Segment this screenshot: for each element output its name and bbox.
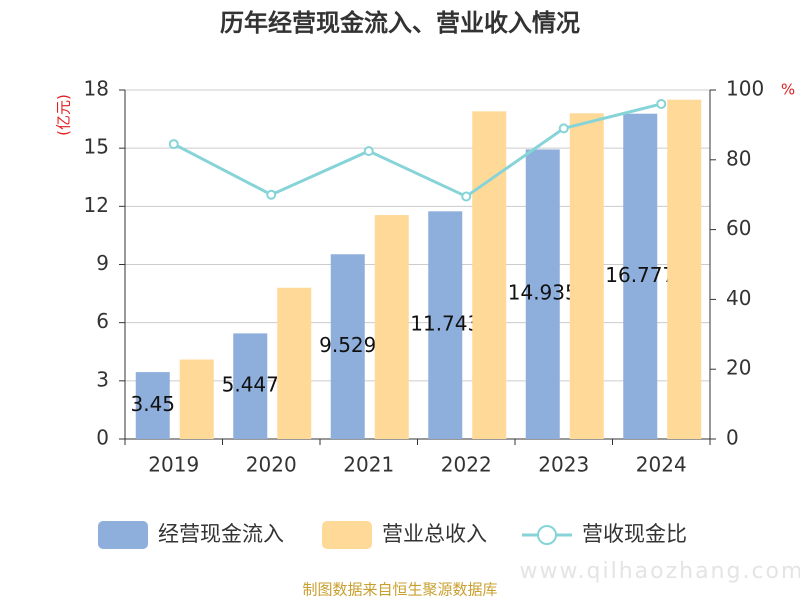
y2-tick-label: 0	[726, 426, 739, 450]
y2-axis-label: %	[781, 81, 795, 99]
data-label: 11.743	[410, 312, 480, 336]
watermark: www.qilhaozhang.com	[520, 559, 800, 584]
x-tick-label: 2022	[441, 453, 492, 477]
y-tick-label: 3	[96, 367, 109, 391]
line-point	[363, 146, 374, 157]
bar	[330, 254, 365, 439]
data-label: 9.529	[319, 333, 376, 357]
bar	[428, 211, 463, 439]
line-point	[168, 139, 179, 150]
bar	[277, 287, 312, 439]
line-point	[266, 189, 277, 200]
legend-label: 经营现金流入	[158, 522, 284, 546]
y-tick-label: 9	[96, 251, 109, 275]
line	[173, 102, 662, 199]
y-tick-label: 18	[84, 77, 109, 101]
bar	[472, 111, 507, 440]
y2-tick-label: 60	[726, 216, 751, 240]
x-tick-label: 2019	[148, 453, 199, 477]
legend-swatch	[98, 521, 148, 549]
data-label: 3.45	[130, 392, 175, 416]
line-point	[558, 123, 569, 134]
y-tick-label: 15	[84, 135, 109, 159]
bar	[135, 372, 170, 439]
legend-label: 营收现金比	[582, 522, 687, 546]
y-tick-label: 6	[96, 309, 109, 333]
x-tick-label: 2023	[538, 453, 589, 477]
y-tick-label: 12	[84, 193, 109, 217]
bar	[667, 99, 702, 439]
legend-label: 营业总收入	[382, 522, 487, 546]
x-tick-label: 2021	[343, 453, 394, 477]
legend-swatch	[322, 521, 372, 549]
y-tick-label: 0	[96, 426, 109, 450]
bar	[374, 215, 409, 439]
x-tick-label: 2020	[246, 453, 297, 477]
bar	[623, 113, 658, 439]
data-label: 16.777	[605, 263, 675, 287]
bar	[233, 333, 268, 439]
bar	[525, 149, 560, 439]
y2-tick-label: 100	[726, 77, 764, 101]
source-note: 制图数据来自恒生聚源数据库	[302, 581, 497, 599]
line-point	[656, 98, 667, 109]
legend-swatch	[537, 525, 557, 545]
y2-tick-label: 40	[726, 286, 751, 310]
y2-tick-label: 80	[726, 146, 751, 170]
line-point	[461, 191, 472, 202]
y2-tick-label: 20	[726, 356, 751, 380]
data-label: 14.935	[508, 281, 578, 305]
bar	[569, 113, 604, 440]
chart-title: 历年经营现金流入、营业收入情况	[220, 9, 580, 37]
y-axis-label: (亿元)	[55, 94, 73, 136]
bar	[179, 359, 214, 439]
data-label: 5.447	[222, 373, 279, 397]
x-tick-label: 2024	[636, 453, 687, 477]
